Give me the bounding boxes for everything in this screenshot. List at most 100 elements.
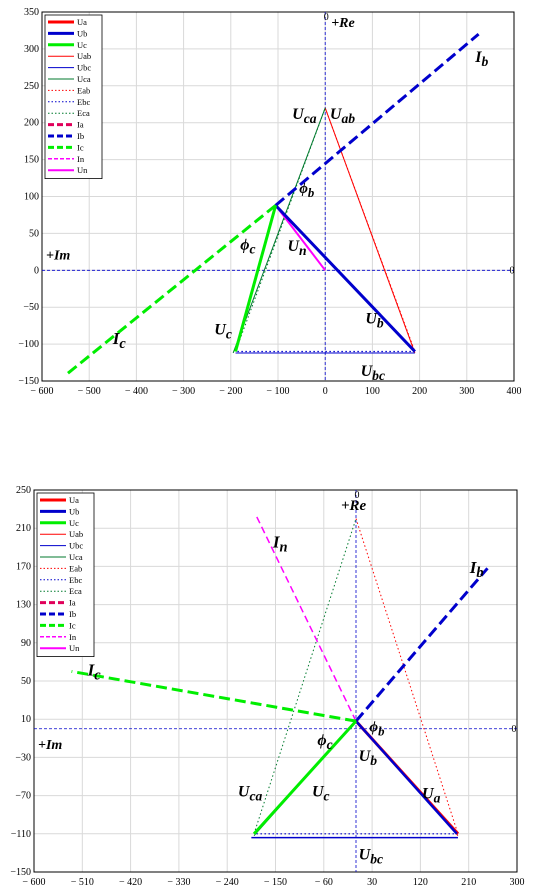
label-Ua: Ua bbox=[422, 785, 441, 805]
series-eca bbox=[253, 518, 357, 834]
label-Ub: Ub bbox=[365, 310, 384, 330]
x-tick-label: − 330 bbox=[167, 877, 190, 888]
x-tick-label: − 600 bbox=[22, 877, 45, 888]
series-in bbox=[256, 516, 357, 722]
legend-label-ib: Ib bbox=[77, 131, 84, 141]
legend-label-uc: Uc bbox=[69, 518, 79, 528]
label-Uca: Uca bbox=[238, 784, 263, 804]
legend-label-ub: Ub bbox=[69, 506, 79, 516]
y-tick-label: 150 bbox=[24, 155, 39, 166]
x-tick-label: − 100 bbox=[266, 386, 289, 397]
legend-label-in: In bbox=[69, 632, 77, 642]
zero-marker-right: 0 bbox=[512, 724, 517, 735]
legend-label-ic: Ic bbox=[77, 142, 84, 152]
y-tick-label: 130 bbox=[16, 600, 31, 611]
label-Uca: Uca bbox=[292, 106, 317, 126]
y-tick-label: 50 bbox=[21, 676, 31, 687]
legend-label-ubc: Ubc bbox=[77, 63, 91, 73]
x-tick-label: 30 bbox=[367, 877, 377, 888]
chart-2: − 600 − 510 − 420 − 330 − 240 − 150 − 60 30 120 2… bbox=[10, 485, 524, 888]
legend-label-ebc: Ebc bbox=[77, 97, 90, 107]
label-ϕc: ϕc bbox=[317, 732, 332, 752]
y-tick-label: 350 bbox=[24, 7, 39, 18]
series-uab bbox=[324, 107, 416, 354]
y-tick-label: 250 bbox=[16, 485, 31, 496]
x-tick-label: − 300 bbox=[172, 386, 195, 397]
x-tick-label: 0 bbox=[323, 386, 328, 397]
y-tick-label: 210 bbox=[16, 523, 31, 534]
y-tick-label: 170 bbox=[16, 561, 31, 572]
label-Uc: Uc bbox=[214, 322, 232, 342]
label-Ub: Ub bbox=[359, 748, 378, 768]
x-tick-label: 120 bbox=[413, 877, 428, 888]
y-tick-label: −150 bbox=[18, 376, 39, 387]
x-tick-label: − 400 bbox=[125, 386, 148, 397]
x-tick-label: − 150 bbox=[264, 877, 287, 888]
imag-axis-label: +Im bbox=[46, 248, 70, 263]
x-tick-label: − 500 bbox=[78, 386, 101, 397]
zero-marker-top: 0 bbox=[355, 490, 360, 501]
legend-label-eca: Eca bbox=[69, 586, 82, 596]
legend-label-eab: Eab bbox=[69, 563, 82, 573]
x-tick-label: 210 bbox=[461, 877, 476, 888]
y-tick-label: −100 bbox=[18, 339, 39, 350]
legend-label-ub: Ub bbox=[77, 28, 87, 38]
label-In: In bbox=[272, 532, 288, 555]
y-tick-label: 0 bbox=[34, 265, 39, 276]
legend-box bbox=[36, 492, 95, 658]
legend-label-ua: Ua bbox=[77, 17, 87, 27]
series-ub bbox=[274, 204, 416, 353]
y-tick-label: 200 bbox=[24, 118, 39, 129]
x-tick-label: 400 bbox=[507, 386, 522, 397]
plot-frame bbox=[33, 489, 518, 873]
series-ub bbox=[355, 720, 458, 835]
label-ϕc: ϕc bbox=[240, 237, 255, 257]
x-tick-label: − 600 bbox=[30, 386, 53, 397]
label-Ic: Ic bbox=[112, 329, 127, 352]
plot-frame bbox=[41, 11, 515, 382]
series-uc bbox=[252, 720, 358, 835]
legend-label-ia: Ia bbox=[69, 598, 76, 608]
series-eab bbox=[355, 518, 459, 834]
y-tick-label: 250 bbox=[24, 81, 39, 92]
series-ib bbox=[274, 32, 480, 207]
label-Ubc: Ubc bbox=[361, 363, 385, 383]
series-uca bbox=[232, 107, 326, 354]
legend-label-ebc: Ebc bbox=[69, 575, 82, 585]
x-tick-label: − 200 bbox=[219, 386, 242, 397]
imag-axis-label: +Im bbox=[38, 738, 62, 753]
x-tick-label: 300 bbox=[510, 877, 525, 888]
x-tick-label: − 420 bbox=[119, 877, 142, 888]
legend-label-ib: Ib bbox=[69, 609, 76, 619]
label-Ib: Ib bbox=[469, 558, 484, 581]
legend-label-un: Un bbox=[69, 643, 80, 653]
legend-label-eab: Eab bbox=[77, 85, 90, 95]
chart-1: − 600 − 500 − 400 − 300 − 200 − 100 0 100 200 300… bbox=[18, 7, 521, 397]
x-tick-label: − 60 bbox=[315, 877, 333, 888]
x-tick-label: 100 bbox=[365, 386, 380, 397]
legend-label-ia: Ia bbox=[77, 120, 84, 130]
legend-label-in: In bbox=[77, 154, 85, 164]
label-Ib: Ib bbox=[474, 49, 488, 69]
x-tick-label: − 240 bbox=[216, 877, 239, 888]
legend-label-uab: Uab bbox=[69, 529, 83, 539]
zero-marker-top: 0 bbox=[324, 12, 329, 23]
label-Uab: Uab bbox=[330, 106, 355, 126]
series-ic bbox=[64, 204, 277, 377]
x-tick-label: − 510 bbox=[71, 877, 94, 888]
label-ϕb: ϕb bbox=[369, 720, 384, 739]
legend-label-uca: Uca bbox=[69, 552, 83, 562]
x-tick-label: 300 bbox=[459, 386, 474, 397]
legend-label-eca: Eca bbox=[77, 108, 90, 118]
real-axis-label: +Re bbox=[341, 498, 367, 514]
y-tick-label: −110 bbox=[11, 829, 31, 840]
y-tick-label: 100 bbox=[24, 192, 39, 203]
legend-label-ic: Ic bbox=[69, 620, 76, 630]
legend-label-ua: Ua bbox=[69, 495, 79, 505]
label-Uc: Uc bbox=[312, 784, 330, 804]
legend-label-ubc: Ubc bbox=[69, 541, 83, 551]
real-axis-label: +Re bbox=[331, 16, 355, 31]
label-Ubc: Ubc bbox=[359, 847, 383, 867]
legend-box bbox=[44, 14, 103, 180]
